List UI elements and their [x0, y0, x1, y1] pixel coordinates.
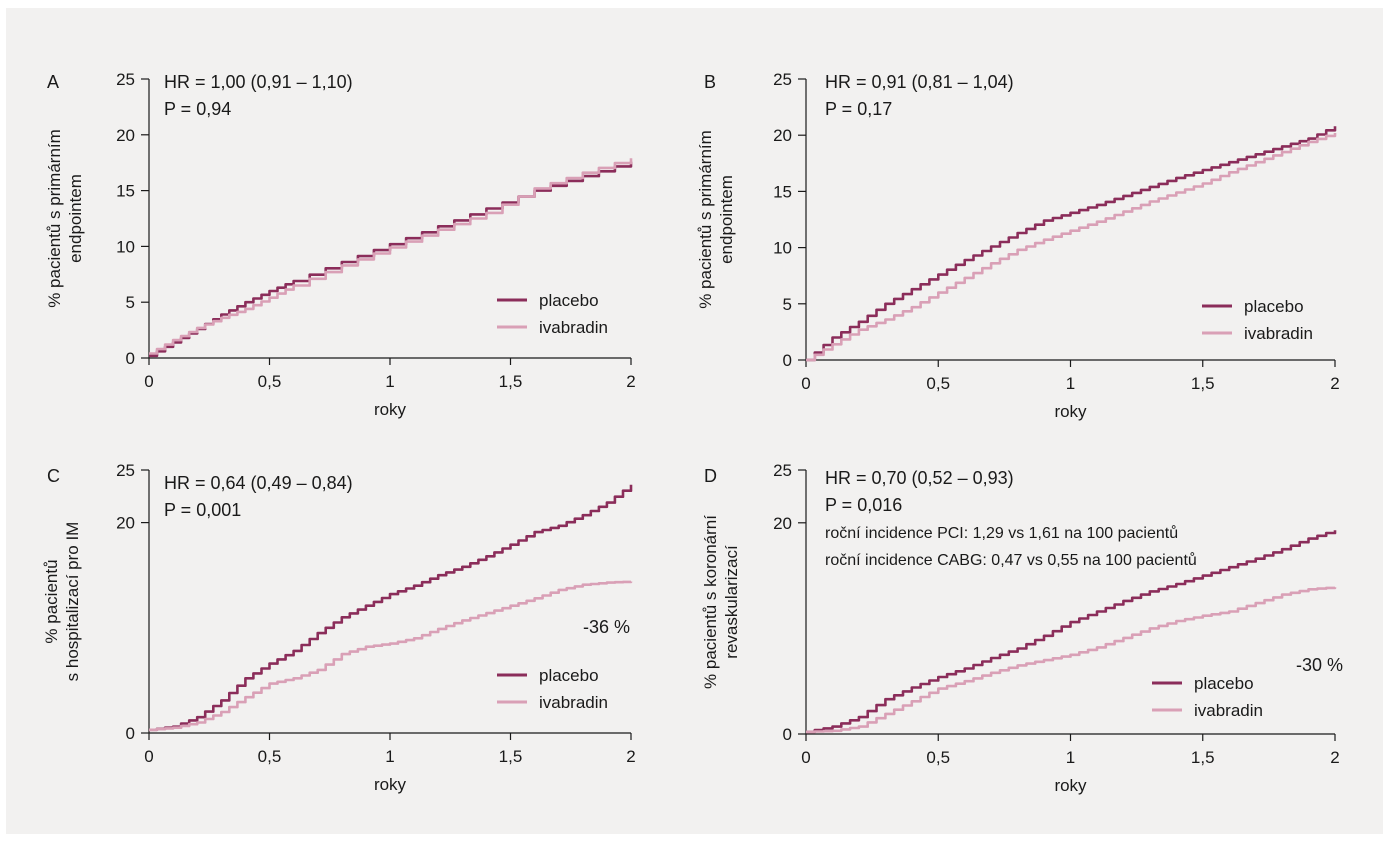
panel-a-x-tick-label: 2 [626, 372, 635, 391]
panel-d-annotation: roční incidence PCI: 1,29 vs 1,61 na 100… [825, 524, 1178, 542]
panel-d-x-tick-label: 0 [801, 748, 810, 767]
panel-d-reduction-label: -30 % [1296, 655, 1343, 675]
panel-a-x-tick-label: 0 [144, 372, 153, 391]
panel-d-series-ivabradin [806, 586, 1337, 734]
panel-a-series-ivabradin [149, 158, 633, 355]
panel-b-x-tick-label: 1 [1066, 374, 1075, 393]
panel-c-legend-label-ivabradin: ivabradin [539, 693, 608, 712]
figure-background [6, 8, 1383, 834]
panel-b-x-tick-label: 0,5 [926, 374, 950, 393]
panel-b-series-ivabradin [806, 133, 1337, 362]
panel-b-x-tick-label: 0 [801, 374, 810, 393]
panel-d-x-tick-label: 1,5 [1191, 748, 1215, 767]
panel-b-y-tick-label: 5 [783, 295, 792, 314]
panel-b-legend-label-placebo: placebo [1244, 297, 1304, 316]
panel-a-y-tick-label: 10 [116, 237, 135, 256]
panel-a-y-tick-label: 5 [126, 293, 135, 312]
panel-c-x-tick-label: 1,5 [499, 747, 523, 766]
panel-c-y-axis-title: % pacientů s hospitalizací pro IM [42, 522, 82, 682]
panel-c-y-tick-label: 0 [126, 724, 135, 743]
panel-a-annotation: P = 0,94 [164, 99, 231, 119]
panel-d-y-axis-title: % pacientů s koronární revaskularizací [701, 515, 741, 689]
panel-d-x-tick-label: 2 [1330, 748, 1339, 767]
panel-d-label: D [704, 466, 717, 486]
panel-d-y-tick-label: 25 [773, 461, 792, 480]
panel-a-legend-label-placebo: placebo [539, 291, 599, 310]
panel-a-y-axis-title: % pacientů s primárním endpointem [45, 129, 85, 308]
panel-b-annotation: P = 0,17 [825, 99, 892, 119]
panel-b-y-tick-label: 15 [773, 182, 792, 201]
panel-b-legend-label-ivabradin: ivabradin [1244, 324, 1313, 343]
panel-c-x-tick-label: 1 [385, 747, 394, 766]
panel-b-y-axis-title: % pacientů s primárním endpointem [696, 130, 736, 309]
panel-c-x-axis-title: roky [374, 775, 407, 794]
panel-a-x-axis-title: roky [374, 400, 407, 419]
panel-a-y-tick-label: 25 [116, 70, 135, 89]
panel-c-series-placebo [149, 484, 633, 732]
panel-b-series-placebo [806, 126, 1337, 362]
panel-a-y-tick-label: 0 [126, 349, 135, 368]
panel-a-y-tick-label: 20 [116, 126, 135, 145]
panel-a-annotation: HR = 1,00 (0,91 – 1,10) [164, 72, 353, 92]
panel-b-y-tick-label: 0 [783, 351, 792, 370]
panel-d-x-tick-label: 1 [1066, 748, 1075, 767]
panel-a-legend-label-ivabradin: ivabradin [539, 318, 608, 337]
panel-b-x-tick-label: 2 [1330, 374, 1339, 393]
panel-c-x-tick-label: 2 [626, 747, 635, 766]
panel-d-legend-label-placebo: placebo [1194, 674, 1254, 693]
panel-c-annotation: P = 0,001 [164, 500, 241, 520]
panel-d-legend-label-ivabradin: ivabradin [1194, 701, 1263, 720]
panel-c-x-tick-label: 0,5 [258, 747, 282, 766]
panel-a-y-tick-label: 15 [116, 182, 135, 201]
panel-d-y-tick-label: 0 [783, 725, 792, 744]
panel-c-y-tick-label: 20 [116, 514, 135, 533]
panel-c-x-tick-label: 0 [144, 747, 153, 766]
panel-c-series-ivabradin [149, 580, 633, 732]
panel-c-annotation: HR = 0,64 (0,49 – 0,84) [164, 473, 353, 493]
panel-c-y-tick-label: 25 [116, 461, 135, 480]
panel-b-x-axis-title: roky [1054, 402, 1087, 421]
panel-d-y-tick-label: 20 [773, 514, 792, 533]
panel-a-x-tick-label: 1 [385, 372, 394, 391]
panel-d-series-placebo [806, 530, 1337, 734]
panel-d-x-tick-label: 0,5 [926, 748, 950, 767]
panel-b-label: B [704, 72, 716, 92]
panel-c-legend-label-placebo: placebo [539, 666, 599, 685]
panel-b-y-tick-label: 10 [773, 239, 792, 258]
panel-b-annotation: HR = 0,91 (0,81 – 1,04) [825, 72, 1014, 92]
panel-a-x-tick-label: 0,5 [258, 372, 282, 391]
panel-a-label: A [47, 72, 59, 92]
panel-b-y-tick-label: 25 [773, 70, 792, 89]
panel-a-x-tick-label: 1,5 [499, 372, 523, 391]
panel-d-x-axis-title: roky [1054, 776, 1087, 795]
panel-c-reduction-label: -36 % [583, 617, 630, 637]
panel-b-y-tick-label: 20 [773, 126, 792, 145]
panel-d-annotation: P = 0,016 [825, 495, 902, 515]
panel-c-label: C [47, 466, 60, 486]
panel-d-annotation: roční incidence CABG: 0,47 vs 0,55 na 10… [825, 551, 1197, 569]
panel-d-annotation: HR = 0,70 (0,52 – 0,93) [825, 468, 1014, 488]
panel-b-x-tick-label: 1,5 [1191, 374, 1215, 393]
